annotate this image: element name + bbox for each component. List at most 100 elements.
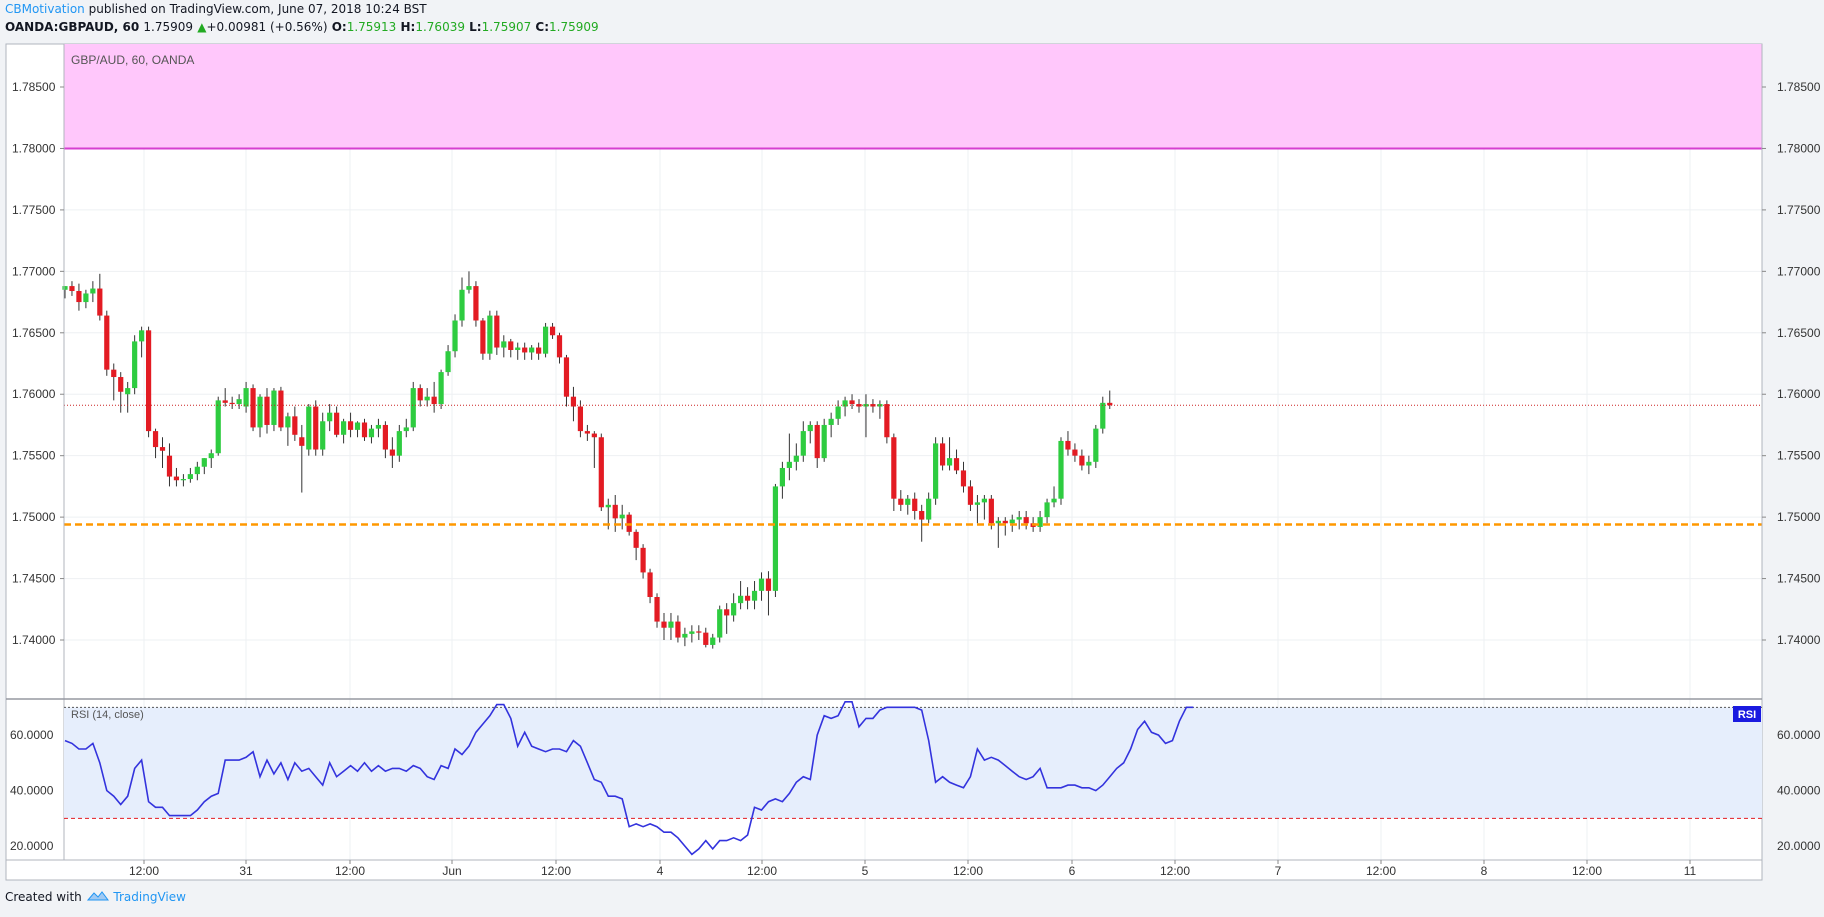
- candle-down: [556, 335, 563, 358]
- time-tick-label: 12:00: [129, 864, 159, 878]
- candle-down: [480, 320, 486, 354]
- candle-down: [584, 431, 590, 434]
- candle-up: [605, 504, 611, 508]
- candle-up: [800, 431, 806, 456]
- candle-up: [689, 631, 695, 634]
- candle-down: [111, 369, 117, 378]
- candle-up: [375, 424, 382, 429]
- candle-up: [1086, 461, 1092, 466]
- candle-up: [396, 431, 402, 456]
- tradingview-logo-icon: [86, 890, 110, 904]
- candle-up: [125, 388, 131, 395]
- candle-up: [668, 621, 674, 628]
- candle-up: [786, 461, 792, 468]
- high-value: 1.76039: [415, 20, 465, 34]
- time-tick-label: 7: [1275, 864, 1282, 878]
- candle-up: [1100, 402, 1106, 429]
- candle-up: [306, 406, 312, 450]
- candle-up: [90, 288, 96, 294]
- candle-up: [410, 388, 416, 428]
- rsi-tick-right: 40.0000: [1777, 784, 1821, 798]
- candle-down: [313, 406, 319, 450]
- last-price: 1.75909: [143, 20, 194, 34]
- candle-up: [403, 427, 409, 432]
- candle-up: [459, 289, 465, 321]
- candle-up: [243, 388, 249, 407]
- candle-up: [1009, 519, 1015, 524]
- candle-up: [717, 609, 723, 638]
- candle-down: [278, 390, 284, 428]
- price-tick-left: 1.74000: [12, 633, 56, 647]
- tradingview-link[interactable]: TradingView: [113, 890, 186, 904]
- candle-down: [696, 631, 702, 633]
- candle-down: [264, 396, 270, 425]
- up-arrow-icon: ▲: [197, 20, 207, 34]
- candle-up: [807, 424, 813, 432]
- time-tick-label: 12:00: [747, 864, 777, 878]
- candle-down: [598, 437, 604, 508]
- price-tick-right: 1.78500: [1777, 80, 1821, 94]
- candle-down: [347, 421, 354, 430]
- candle-up: [842, 400, 848, 407]
- candle-up: [320, 421, 326, 450]
- candle-up: [731, 603, 737, 616]
- candle-down: [953, 458, 960, 471]
- footer: Created with TradingView: [5, 890, 186, 904]
- candle-down: [118, 377, 124, 392]
- candle-down: [145, 330, 152, 432]
- candle-down: [1002, 520, 1008, 524]
- candle-down: [765, 578, 772, 591]
- time-tick-label: 12:00: [1572, 864, 1602, 878]
- candle-up: [751, 590, 758, 601]
- candle-down: [549, 326, 556, 336]
- rsi-tick-left: 40.0000: [10, 784, 54, 798]
- candle-down: [744, 595, 751, 601]
- candle-up: [424, 396, 430, 401]
- candle-up: [341, 421, 347, 435]
- candle-up: [933, 443, 939, 499]
- candle-down: [849, 400, 855, 405]
- candle-down: [640, 547, 646, 573]
- candle-down: [508, 341, 514, 350]
- candle-up: [132, 341, 138, 389]
- candle-down: [870, 404, 876, 407]
- time-tick-label: Jun: [442, 864, 461, 878]
- candle-down: [912, 498, 918, 511]
- open-label: O:: [331, 20, 347, 34]
- candle-down: [536, 347, 542, 354]
- candle-down: [1072, 449, 1078, 456]
- candle-down: [292, 416, 298, 435]
- candle-down: [1079, 455, 1085, 466]
- candle-up: [1058, 440, 1064, 499]
- price-change: +0.00981 (+0.56%): [206, 20, 328, 34]
- price-tick-left: 1.76500: [12, 326, 56, 340]
- rsi-title: RSI (14, close): [71, 709, 144, 721]
- candle-down: [1065, 440, 1071, 450]
- ohlc-legend: OANDA:GBPAUD, 60 1.75909 ▲+0.00981 (+0.5…: [5, 20, 599, 34]
- candle-up: [1093, 428, 1099, 462]
- author-link[interactable]: CBMotivation: [5, 2, 85, 16]
- close-value: 1.75909: [549, 20, 599, 34]
- candle-up: [83, 293, 89, 303]
- price-tick-left: 1.76000: [12, 387, 56, 401]
- price-tick-right: 1.78000: [1777, 141, 1821, 155]
- candle-up: [257, 396, 263, 428]
- created-with-text: Created with: [5, 890, 82, 904]
- candle-up: [327, 412, 333, 422]
- rsi-badge-label: RSI: [1738, 709, 1756, 721]
- candle-up: [438, 372, 444, 405]
- candle-down: [675, 621, 681, 638]
- candle-up: [946, 458, 953, 466]
- time-tick-label: 12:00: [1160, 864, 1190, 878]
- candle-up: [877, 404, 883, 407]
- candle-down: [612, 504, 618, 519]
- candle-down: [654, 597, 660, 622]
- candle-up: [821, 424, 827, 459]
- candle-up: [271, 390, 277, 425]
- candle-down: [417, 388, 423, 401]
- candle-up: [187, 474, 193, 480]
- price-tick-right: 1.77000: [1777, 264, 1821, 278]
- price-tick-left: 1.75000: [12, 510, 56, 524]
- candle-down: [173, 476, 180, 481]
